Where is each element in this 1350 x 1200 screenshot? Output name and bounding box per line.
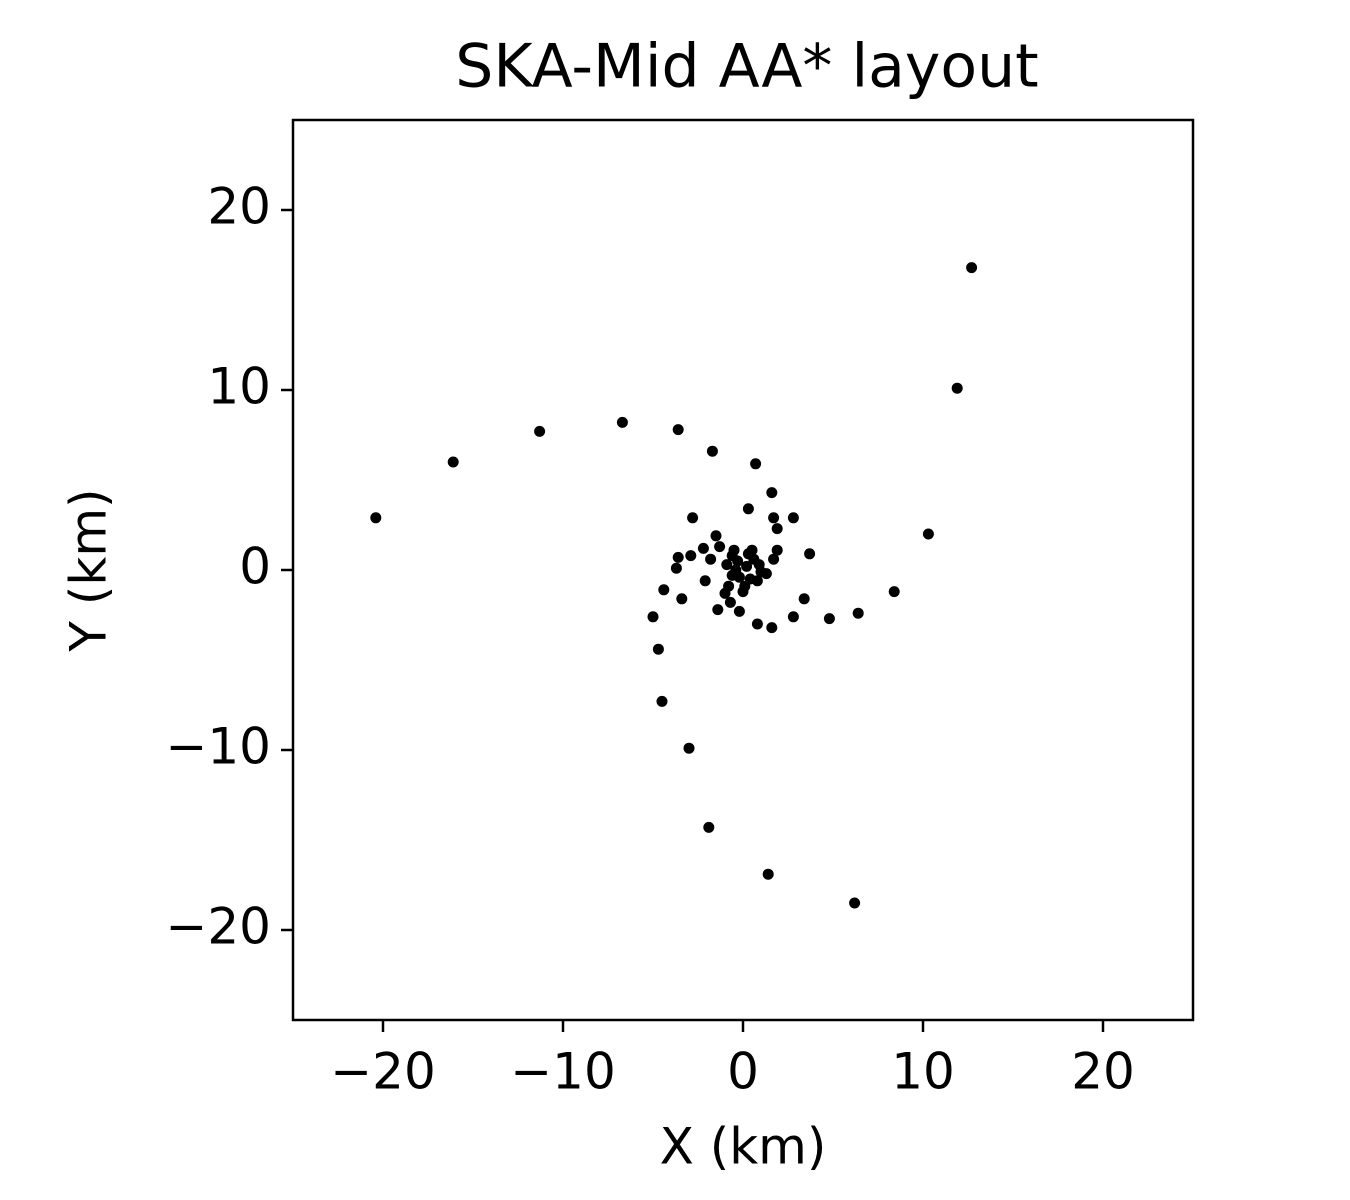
- antenna-point: [766, 622, 778, 634]
- x-tick-label: 20: [1071, 1043, 1135, 1101]
- antenna-point: [647, 611, 659, 623]
- antenna-point: [771, 544, 783, 556]
- antenna-point: [706, 445, 718, 457]
- antenna-point: [733, 605, 745, 617]
- x-tick-label: 0: [727, 1043, 759, 1101]
- y-tick-label: 0: [239, 538, 271, 596]
- antenna-point: [787, 512, 799, 524]
- antenna-point: [670, 562, 682, 574]
- antenna-point: [723, 580, 735, 592]
- antenna-point: [771, 523, 783, 535]
- x-tick-label: −20: [330, 1043, 436, 1101]
- antenna-point: [683, 742, 695, 754]
- antenna-point: [733, 571, 745, 583]
- antenna-point: [658, 584, 670, 596]
- y-axis-label: Y (km): [60, 488, 118, 652]
- antenna-point: [676, 593, 688, 605]
- antenna-point: [721, 559, 733, 571]
- antenna-point: [951, 382, 963, 394]
- antenna-point: [699, 575, 711, 587]
- antenna-point: [742, 548, 754, 560]
- antenna-point: [762, 868, 774, 880]
- antenna-point: [849, 897, 861, 909]
- antenna-point: [922, 528, 934, 540]
- antenna-point: [798, 593, 810, 605]
- antenna-point: [672, 424, 684, 436]
- antenna-point: [616, 416, 628, 428]
- y-tick-label: −20: [165, 898, 271, 956]
- antenna-point: [755, 566, 767, 578]
- antenna-point: [710, 530, 722, 542]
- antenna-point: [852, 607, 864, 619]
- antenna-point: [370, 512, 382, 524]
- antenna-point: [888, 586, 900, 598]
- antenna-point: [751, 618, 763, 630]
- antenna-point: [534, 425, 546, 437]
- x-tick-label: −10: [510, 1043, 616, 1101]
- antenna-point: [742, 503, 754, 515]
- antenna-point: [703, 821, 715, 833]
- antenna-point: [652, 643, 664, 655]
- antenna-point: [737, 586, 749, 598]
- x-tick-label: 10: [891, 1043, 955, 1101]
- antenna-point: [656, 695, 668, 707]
- antenna-point: [724, 596, 736, 608]
- antenna-point: [768, 553, 780, 565]
- antenna-point: [705, 553, 717, 565]
- antenna-point: [697, 542, 709, 554]
- antenna-point: [687, 512, 699, 524]
- chart-title: SKA-Mid AA* layout: [455, 32, 1038, 102]
- antenna-point: [447, 456, 459, 468]
- antenna-point: [787, 611, 799, 623]
- antenna-point: [966, 262, 978, 274]
- antenna-point: [750, 458, 762, 470]
- x-axis-label: X (km): [660, 1118, 827, 1176]
- antenna-point: [741, 560, 753, 572]
- antenna-point: [712, 604, 724, 616]
- antenna-point: [823, 613, 835, 625]
- antenna-point: [766, 487, 778, 499]
- y-tick-label: −10: [165, 718, 271, 776]
- antenna-point: [714, 541, 726, 553]
- antenna-point: [804, 548, 816, 560]
- antenna-point: [726, 550, 738, 562]
- antenna-point: [768, 512, 780, 524]
- y-tick-label: 20: [207, 178, 271, 236]
- antenna-point: [751, 575, 763, 587]
- antenna-point: [685, 550, 697, 562]
- y-tick-label: 10: [207, 358, 271, 416]
- antenna-point: [672, 551, 684, 563]
